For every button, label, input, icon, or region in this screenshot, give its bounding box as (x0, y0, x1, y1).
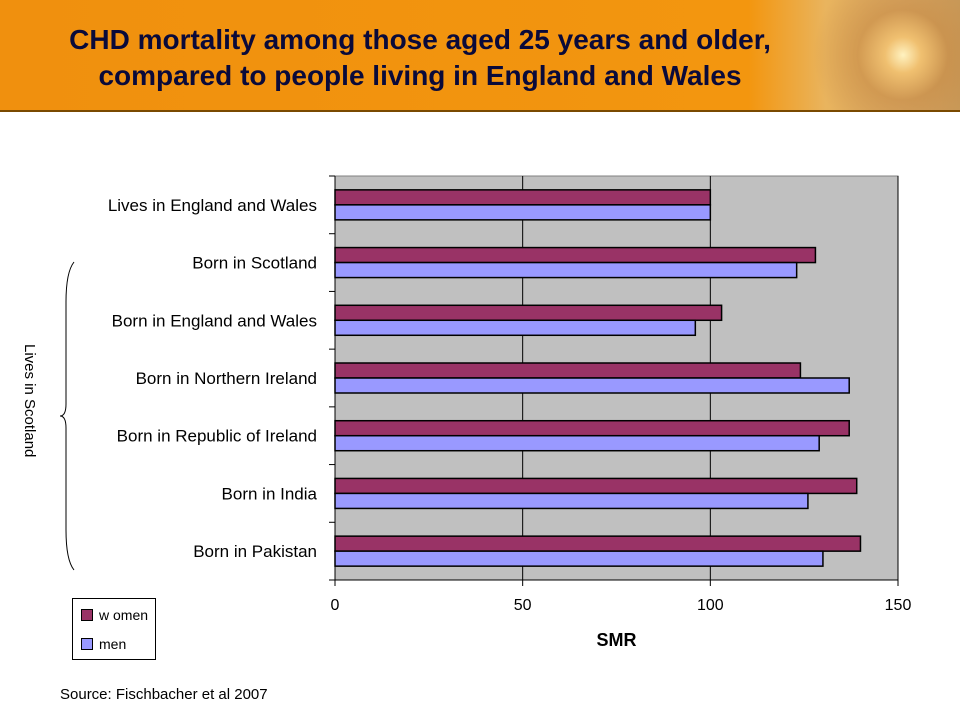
legend-swatch-women (81, 609, 93, 621)
bar-women (334, 477, 858, 495)
bar-women (334, 535, 862, 552)
x-axis-title: SMR (597, 630, 637, 650)
category-label: Lives in England and Wales (108, 196, 317, 215)
bar-men (334, 319, 697, 337)
legend-item-women: w omen (81, 607, 148, 623)
x-tick-label: 100 (697, 597, 724, 614)
group-label: Lives in Scotland (21, 344, 44, 489)
title-line-2: compared to people living in England and… (98, 60, 742, 91)
legend-label-men: men (99, 636, 127, 652)
bar-men (334, 377, 850, 394)
category-label: Born in England and Wales (112, 311, 317, 330)
category-label: Born in Scotland (192, 254, 317, 273)
bar-women (334, 362, 802, 379)
category-label: Born in India (222, 484, 318, 503)
legend-label-women: w omen (99, 607, 149, 623)
x-tick-label: 150 (885, 597, 912, 614)
group-brace (59, 261, 75, 571)
category-label: Born in Republic of Ireland (117, 427, 317, 446)
category-label: Born in Northern Ireland (136, 369, 317, 388)
bar-men (334, 550, 824, 567)
title-line-1: CHD mortality among those aged 25 years … (69, 24, 771, 55)
bar-men (334, 204, 712, 221)
bar-women (334, 189, 712, 206)
bar-women (334, 419, 850, 437)
bar-men (334, 434, 820, 452)
bar-men (334, 261, 798, 279)
bar-women (334, 304, 723, 322)
banner-photo (808, 0, 960, 110)
page-title: CHD mortality among those aged 25 years … (0, 22, 840, 94)
x-tick-label: 50 (514, 597, 532, 614)
category-label: Born in Pakistan (193, 542, 317, 561)
bar-women (334, 246, 817, 264)
group-label-text: Lives in Scotland (21, 344, 38, 458)
x-tick-label: 0 (331, 597, 340, 614)
bar-men (334, 492, 809, 510)
source-note: Source: Fischbacher et al 2007 (60, 686, 268, 703)
legend-item-men: men (81, 636, 126, 652)
legend-swatch-men (81, 638, 93, 650)
legend: w omen men (72, 598, 156, 660)
title-banner: CHD mortality among those aged 25 years … (0, 0, 960, 112)
